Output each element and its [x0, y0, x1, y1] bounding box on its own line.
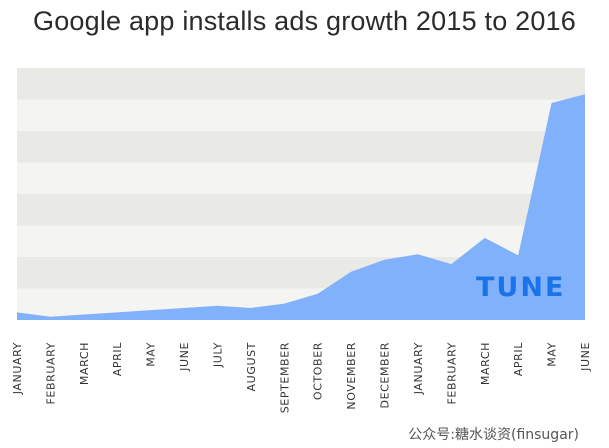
grid-bands — [17, 68, 585, 320]
x-tick-label: APRIL — [512, 342, 525, 376]
x-tick-label: SEPTEMBER — [278, 342, 291, 413]
x-tick-label: MAY — [145, 342, 158, 367]
grid-band — [17, 162, 585, 194]
x-tick-label: FEBRUARY — [44, 342, 57, 405]
x-tick-label: DECEMBER — [379, 342, 392, 408]
x-tick-label: MARCH — [78, 342, 91, 385]
x-tick-label: MAY — [546, 342, 559, 367]
x-tick-label: JANUARY — [11, 342, 24, 395]
watermark: 公众号:糖水谈资(finsugar) — [408, 427, 579, 443]
series-area-layer — [17, 94, 585, 320]
tune-logo: TUNE — [476, 272, 566, 303]
x-tick-label: APRIL — [111, 342, 124, 376]
x-axis-ticks: JANUARY FEBRUARY MARCH APRIL MAY JUNE JULY AUGU… — [11, 342, 592, 414]
chart-title: Google app installs ads growth 2015 to 2… — [33, 6, 576, 36]
x-tick-label: JUNE — [579, 342, 592, 372]
x-tick-label: JUNE — [178, 342, 191, 372]
series-area — [17, 94, 585, 320]
x-tick-label: NOVEMBER — [345, 342, 358, 410]
x-tick-label: AUGUST — [245, 342, 258, 391]
x-tick-label: JULY — [211, 342, 224, 368]
grid-band — [17, 99, 585, 131]
x-tick-label: MARCH — [479, 342, 492, 385]
x-tick-label: JANUARY — [412, 342, 425, 395]
x-tick-label: FEBRUARY — [445, 342, 458, 405]
grid-band — [17, 131, 585, 163]
grid-band — [17, 68, 585, 100]
x-tick-label: OCTOBER — [312, 342, 325, 400]
grid-band — [17, 194, 585, 226]
